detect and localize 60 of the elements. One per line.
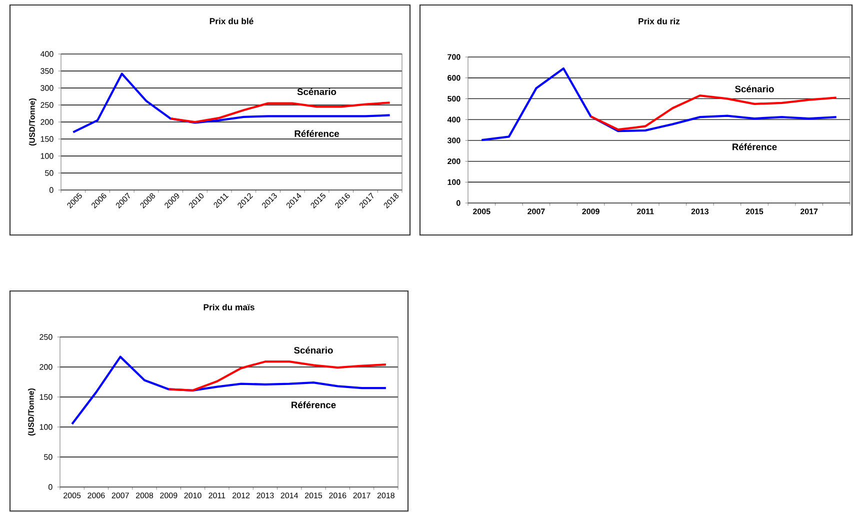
- y-tick-label: 200: [40, 119, 54, 125]
- y-tick-label: 200: [448, 158, 460, 164]
- x-tick-label: 2017: [800, 208, 818, 214]
- series-label: Référence: [292, 401, 336, 408]
- x-tick-label: 2013: [691, 208, 709, 214]
- y-tick-label: 500: [448, 96, 460, 102]
- y-tick-label: 100: [40, 153, 54, 159]
- x-tick-label: 2007: [528, 208, 545, 214]
- x-tick-label: 2009: [160, 492, 178, 498]
- y-tick-label: 0: [456, 200, 460, 206]
- x-tick-label: 2016: [329, 492, 346, 498]
- x-tick-label: 2017: [353, 492, 370, 498]
- x-tick-label: 2015: [746, 208, 764, 214]
- line-series: [590, 94, 838, 131]
- y-tick-label: 100: [40, 424, 52, 430]
- y-tick-label: 400: [40, 51, 54, 57]
- y-tick-label: 0: [49, 187, 54, 193]
- chart-title: Prix du blé: [210, 18, 254, 24]
- y-tick-label: 150: [40, 394, 52, 400]
- y-tick-label: 600: [448, 75, 460, 81]
- y-axis-title: (USD/Tonne): [28, 98, 36, 146]
- x-tick-label: 2005: [473, 208, 490, 214]
- y-tick-label: 300: [40, 85, 54, 91]
- series-label: Référence: [294, 130, 339, 137]
- series-label: Scénario: [294, 346, 333, 354]
- chart-title: Prix du riz: [638, 18, 680, 24]
- x-tick-label: 2011: [208, 492, 226, 498]
- y-tick-label: 0: [48, 484, 52, 490]
- y-tick-label: 150: [40, 136, 54, 142]
- x-tick-label: 2008: [136, 492, 154, 498]
- y-tick-label: 50: [45, 170, 54, 176]
- x-tick-label: 2018: [377, 492, 394, 498]
- x-tick-label: 2007: [112, 492, 129, 498]
- series-label: Scénario: [297, 88, 336, 96]
- chart-title: Prix du maïs: [204, 304, 254, 310]
- x-tick-label: 2011: [636, 208, 654, 214]
- y-tick-label: 400: [447, 116, 460, 122]
- x-tick-label: 2015: [305, 492, 322, 498]
- x-tick-label: 2014: [280, 492, 298, 498]
- x-tick-label: 2006: [88, 492, 105, 498]
- y-tick-label: 350: [40, 68, 54, 74]
- series-label: Scénario: [735, 85, 774, 92]
- y-tick-label: 100: [448, 179, 460, 185]
- line-series: [168, 360, 387, 392]
- y-tick-label: 250: [40, 102, 54, 108]
- y-tick-label: 700: [448, 54, 460, 60]
- x-tick-label: 2005: [64, 492, 81, 498]
- y-tick-label: 50: [44, 454, 52, 460]
- x-tick-label: 2013: [256, 492, 274, 498]
- line-series: [170, 102, 391, 124]
- line-series: [71, 356, 387, 426]
- y-axis-title: (USD/Tonne): [28, 388, 36, 436]
- x-tick-label: 2012: [232, 492, 250, 498]
- x-tick-label: 2010: [184, 492, 202, 498]
- x-tick-label: 2009: [582, 208, 600, 214]
- y-tick-label: 250: [40, 334, 52, 340]
- text: Référence: [732, 143, 777, 150]
- line-series: [480, 67, 838, 142]
- y-tick-label: 200: [40, 364, 52, 370]
- y-tick-label: 300: [447, 138, 460, 144]
